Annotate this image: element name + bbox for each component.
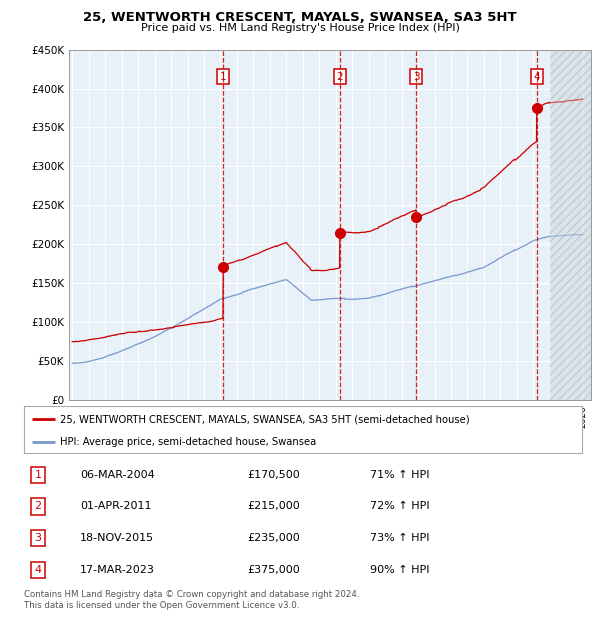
Text: 4: 4: [34, 565, 41, 575]
Text: HPI: Average price, semi-detached house, Swansea: HPI: Average price, semi-detached house,…: [60, 437, 317, 448]
Text: 73% ↑ HPI: 73% ↑ HPI: [370, 533, 430, 543]
Text: 2: 2: [34, 502, 41, 512]
Text: 1: 1: [34, 470, 41, 480]
Text: 18-NOV-2015: 18-NOV-2015: [80, 533, 154, 543]
Text: 90% ↑ HPI: 90% ↑ HPI: [370, 565, 430, 575]
Text: 25, WENTWORTH CRESCENT, MAYALS, SWANSEA, SA3 5HT: 25, WENTWORTH CRESCENT, MAYALS, SWANSEA,…: [83, 11, 517, 24]
Text: 25, WENTWORTH CRESCENT, MAYALS, SWANSEA, SA3 5HT (semi-detached house): 25, WENTWORTH CRESCENT, MAYALS, SWANSEA,…: [60, 414, 470, 424]
Text: 01-APR-2011: 01-APR-2011: [80, 502, 151, 512]
Text: £170,500: £170,500: [247, 470, 300, 480]
Text: 2: 2: [337, 72, 343, 82]
Text: 3: 3: [413, 72, 419, 82]
Text: Price paid vs. HM Land Registry's House Price Index (HPI): Price paid vs. HM Land Registry's House …: [140, 23, 460, 33]
Text: 06-MAR-2004: 06-MAR-2004: [80, 470, 155, 480]
Bar: [550, 50, 591, 400]
Text: Contains HM Land Registry data © Crown copyright and database right 2024.
This d: Contains HM Land Registry data © Crown c…: [24, 590, 359, 609]
Text: 1: 1: [220, 72, 227, 82]
Text: £215,000: £215,000: [247, 502, 300, 512]
Text: 72% ↑ HPI: 72% ↑ HPI: [370, 502, 430, 512]
Text: 17-MAR-2023: 17-MAR-2023: [80, 565, 155, 575]
Text: £375,000: £375,000: [247, 565, 300, 575]
Text: 3: 3: [34, 533, 41, 543]
Text: £235,000: £235,000: [247, 533, 300, 543]
Text: 71% ↑ HPI: 71% ↑ HPI: [370, 470, 430, 480]
Text: 4: 4: [533, 72, 540, 82]
